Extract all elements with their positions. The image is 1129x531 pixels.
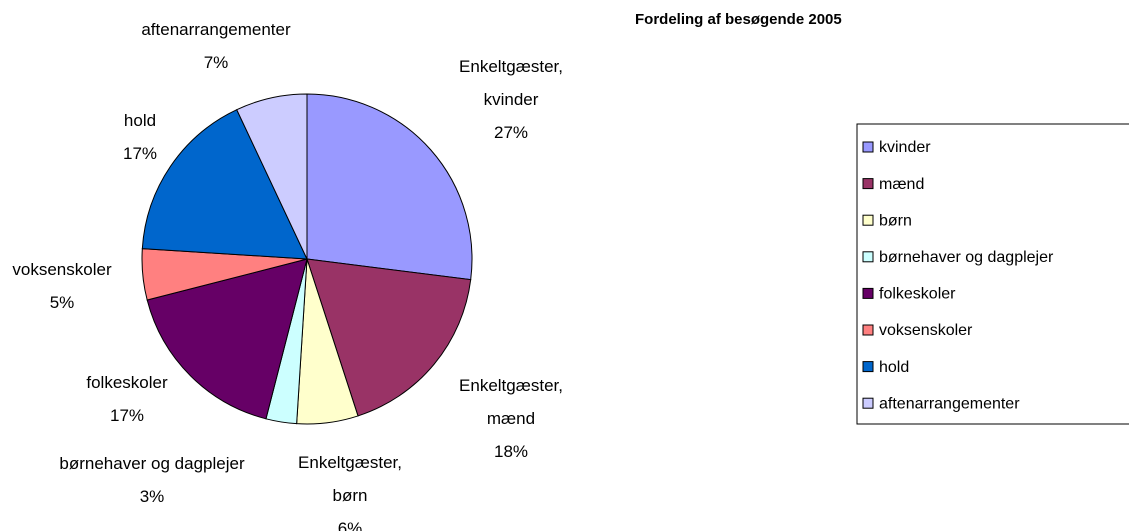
slice-label: hold bbox=[123, 111, 157, 130]
value-label: 18% bbox=[493, 442, 529, 461]
value-label: 7% bbox=[203, 53, 229, 72]
legend-label: aftenarrangementer bbox=[879, 395, 1020, 412]
legend-label: voksenskoler bbox=[879, 322, 973, 339]
legend-label: kvinder bbox=[879, 139, 931, 156]
pie-slice bbox=[306, 258, 472, 417]
value-label: 17% bbox=[122, 144, 158, 163]
legend-swatch bbox=[862, 178, 874, 190]
legend-label: hold bbox=[879, 359, 909, 376]
legend-swatch bbox=[862, 287, 874, 299]
legend-label: børnehaver og dagplejer bbox=[879, 249, 1054, 266]
slice-label: aftenarrangementer bbox=[141, 20, 291, 39]
value-label: 17% bbox=[109, 406, 145, 425]
legend-swatch bbox=[862, 251, 874, 263]
legend-swatch bbox=[862, 361, 874, 373]
slice-label: Enkeltgæster, børn bbox=[298, 453, 402, 505]
slice-label: voksenskoler bbox=[12, 260, 112, 279]
legend-swatch bbox=[862, 214, 874, 226]
slice-label: Enkeltgæster, mænd bbox=[459, 376, 563, 428]
value-label: 3% bbox=[139, 487, 165, 506]
slice-label: folkeskoler bbox=[86, 373, 168, 392]
legend-label: børn bbox=[879, 212, 912, 229]
pie-slice bbox=[306, 93, 473, 281]
chart-title: Fordeling af besøgende 2005 bbox=[635, 11, 842, 28]
legend-label: mænd bbox=[879, 176, 924, 193]
value-label: 6% bbox=[337, 519, 363, 531]
legend-swatch bbox=[862, 324, 874, 336]
value-label: 5% bbox=[49, 293, 75, 312]
legend-swatch bbox=[862, 141, 874, 153]
legend-swatch bbox=[862, 397, 874, 409]
pie-slice bbox=[141, 109, 308, 260]
legend-label: folkeskoler bbox=[879, 286, 956, 303]
pie-slice bbox=[236, 93, 308, 260]
slice-label: Enkeltgæster, kvinder bbox=[459, 57, 563, 109]
slice-label: børnehaver og dagplejer bbox=[59, 454, 245, 473]
pie-slice bbox=[146, 258, 308, 420]
value-label: 27% bbox=[493, 123, 529, 142]
legend-box bbox=[856, 123, 1129, 425]
